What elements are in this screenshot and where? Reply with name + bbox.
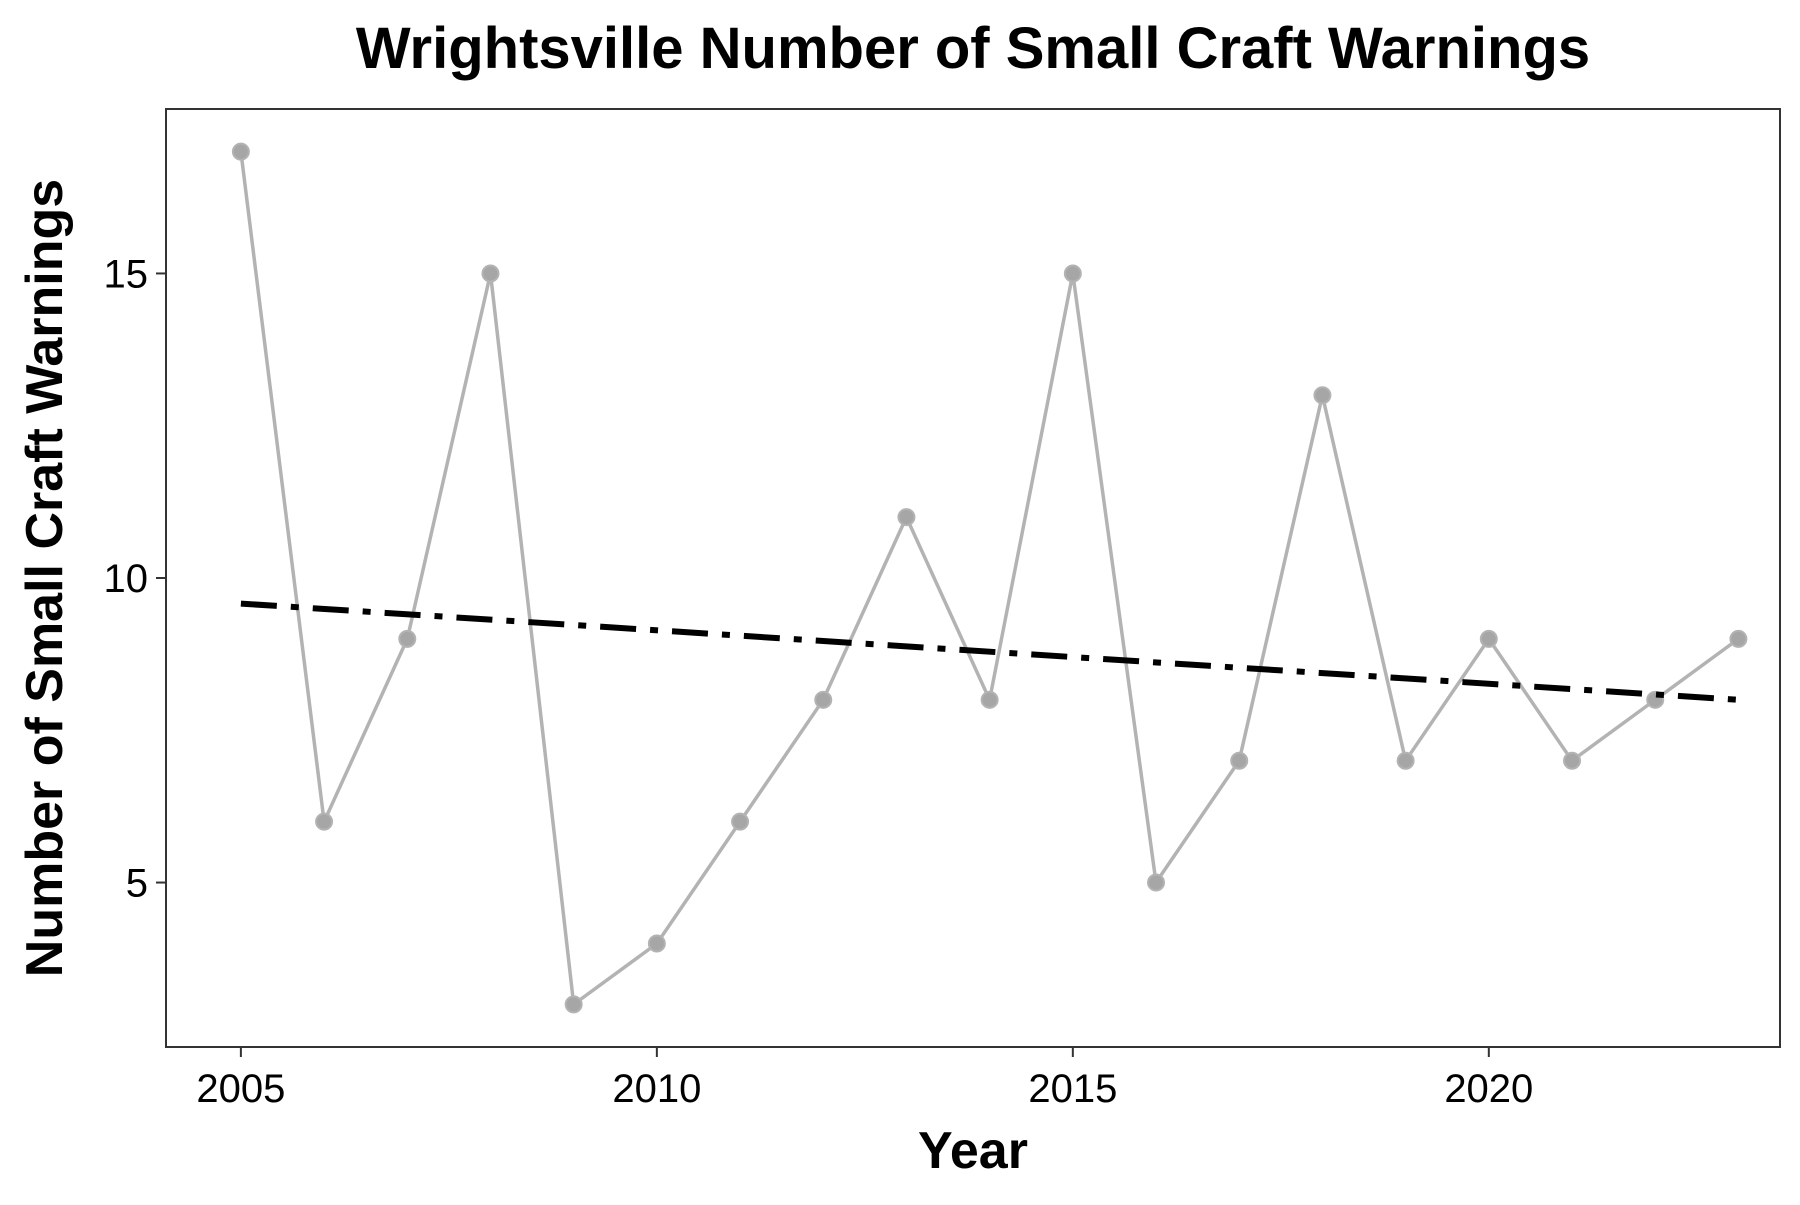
data-point [980,690,999,709]
data-point [1396,751,1415,770]
x-tick-label: 2020 [1444,1067,1533,1111]
plot-area [231,142,1748,1014]
plot-border [165,108,1781,1048]
y-tick-label: 10 [104,557,149,601]
data-point [231,142,250,161]
y-tick-label: 5 [126,862,148,906]
data-point [1063,264,1082,283]
x-axis: 2005 2010 2015 2020 [196,1047,1533,1111]
x-axis-title: Year [918,1122,1028,1180]
data-point [1147,873,1166,892]
x-tick-label: 2010 [612,1067,701,1111]
chart-title: Wrightsville Number of Small Craft Warni… [356,16,1590,81]
y-axis-title: Number of Small Craft Warnings [16,179,74,977]
x-tick-label: 2005 [196,1067,285,1111]
data-point [814,690,833,709]
series-line [239,151,1740,1007]
data-point [1313,386,1332,405]
data-point [1563,751,1582,770]
y-axis: 5 10 15 [104,252,166,906]
trend-line [240,600,1739,703]
data-point [1729,629,1748,648]
data-point [398,629,417,648]
data-point [731,812,750,831]
data-point [897,508,916,527]
data-point [315,812,334,831]
data-point [481,264,500,283]
data-point [647,934,666,953]
data-point [564,995,583,1014]
data-point [1230,751,1249,770]
data-point [1479,629,1498,648]
y-tick-label: 15 [104,252,149,296]
x-tick-label: 2015 [1028,1067,1117,1111]
